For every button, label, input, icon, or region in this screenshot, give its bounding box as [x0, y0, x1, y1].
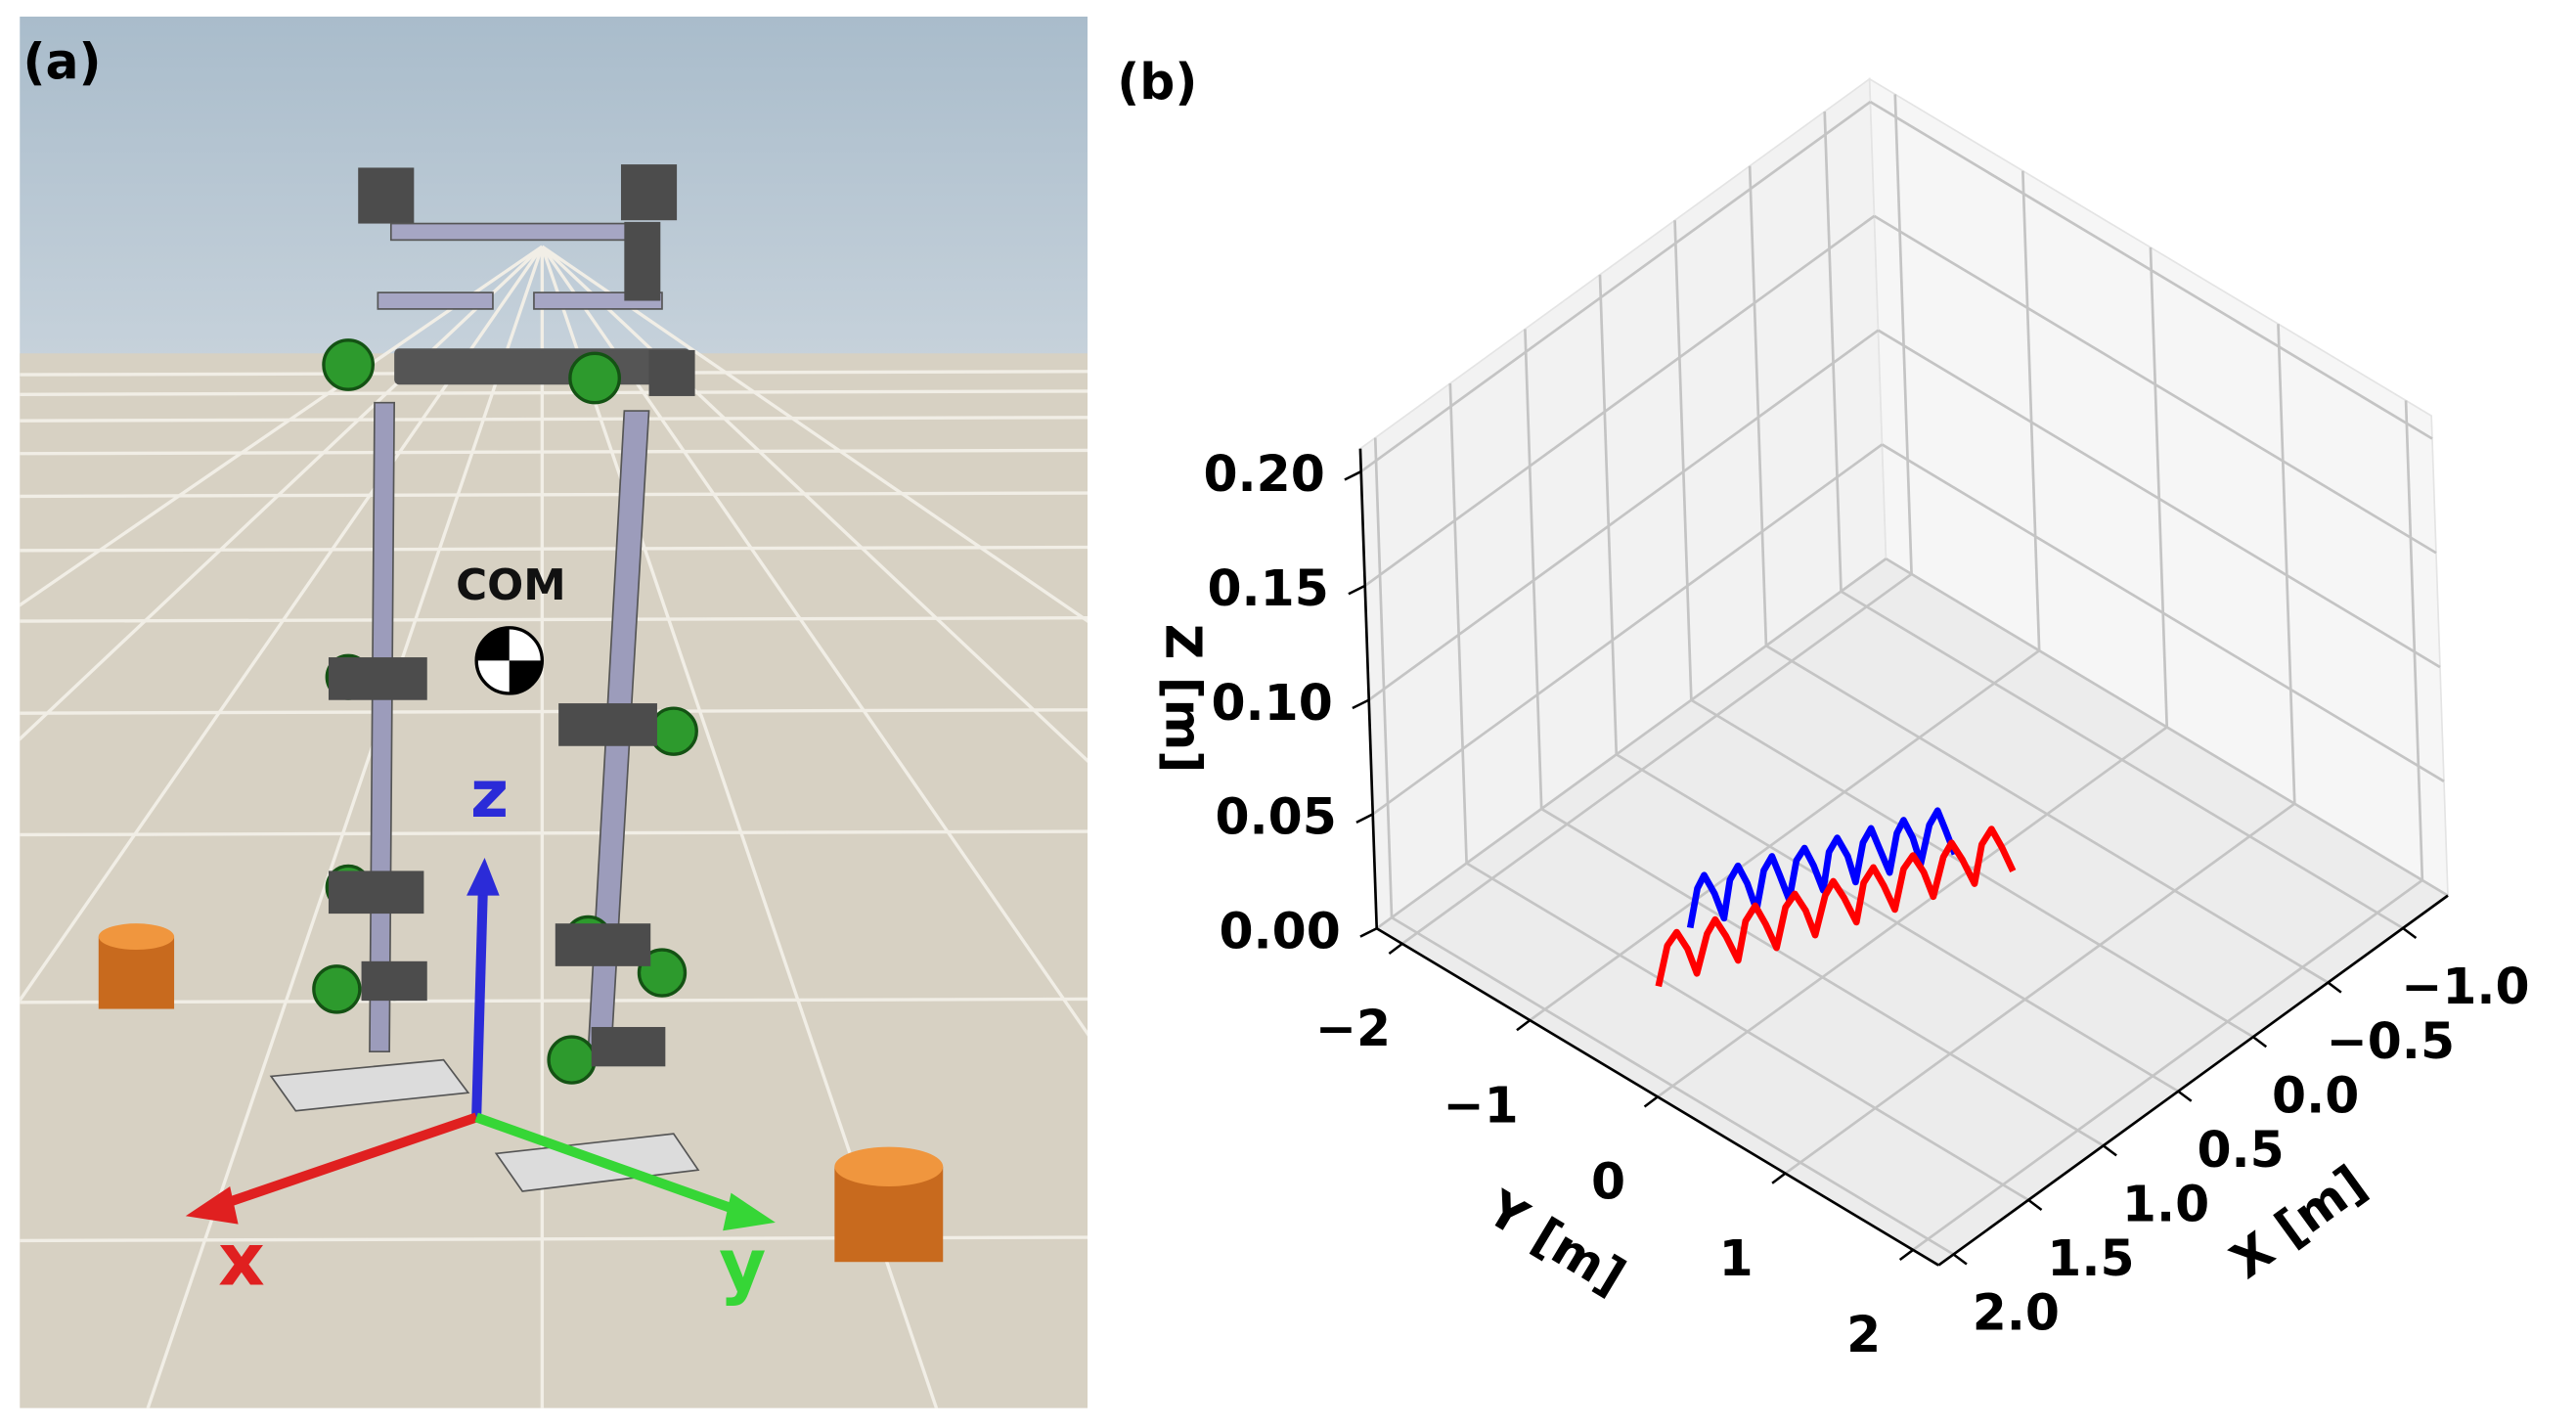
grid-line	[1448, 382, 1468, 864]
x-tick-label: 2.0	[1973, 1284, 2060, 1342]
x-axis	[1937, 894, 2449, 1267]
frame-axes	[185, 857, 776, 1231]
trajectory-line	[1655, 826, 2017, 988]
z-tick-label: 0.05	[1215, 788, 1336, 846]
grid-line	[1869, 100, 2433, 440]
z-axis	[1358, 448, 1379, 929]
z-tick-label: 0.20	[1203, 445, 1324, 503]
panel-label: (b)	[1117, 53, 1197, 111]
x-tick-label: 1.0	[2122, 1176, 2209, 1233]
grid-line	[1401, 572, 1913, 945]
grid-line	[1524, 329, 1543, 809]
obstacles	[98, 923, 944, 1263]
y-axis	[1376, 927, 1939, 1267]
grid-line	[1912, 878, 2423, 1252]
axis-label-x: x	[218, 1219, 265, 1303]
grid-line	[1748, 165, 1768, 647]
x-tick	[2327, 981, 2342, 994]
grid-line	[1823, 112, 1843, 592]
z-tick-label: 0.00	[1219, 902, 1340, 959]
grid-line	[2404, 400, 2424, 881]
y-tick	[1516, 1019, 1532, 1032]
x-tick-label: −1.0	[2401, 958, 2529, 1015]
grid-line	[1885, 558, 2449, 897]
y-tick	[1643, 1095, 1659, 1108]
trajectory-line	[1686, 807, 1958, 929]
grid-line	[1784, 802, 2296, 1175]
grid-line	[1598, 274, 1619, 755]
grid-line	[1893, 94, 1913, 574]
y-tick-label: 1	[1719, 1229, 1754, 1287]
robot	[269, 164, 700, 1192]
z-tick	[1355, 813, 1374, 824]
x-tick-label: 0.0	[2272, 1066, 2359, 1124]
y-tick	[1898, 1248, 1914, 1262]
grid-line	[1877, 329, 2441, 669]
com-label: COM	[456, 560, 566, 610]
grid-line	[2021, 170, 2041, 651]
grid-line	[1371, 443, 1884, 816]
grid-line	[1363, 214, 1876, 587]
grid-line	[2149, 246, 2169, 728]
z-tick-label: 0.15	[1207, 559, 1328, 617]
simulation-render	[20, 16, 1088, 1408]
z-axis-title: Z [m]	[1155, 624, 1213, 774]
com-marker	[474, 626, 545, 695]
grid-line	[1881, 443, 2445, 782]
z-tick-label: 0.10	[1211, 674, 1332, 732]
grid-line	[1657, 726, 2168, 1098]
x-tick	[2177, 1090, 2193, 1102]
y-tick-label: 0	[1591, 1153, 1625, 1211]
y-tick	[1388, 942, 1403, 955]
grid-line	[1373, 437, 1394, 918]
z-tick	[1359, 927, 1378, 938]
grid-line	[1529, 649, 2040, 1022]
grid-line	[2277, 324, 2296, 804]
x-tick	[2402, 926, 2418, 940]
y-tick-label: −2	[1315, 1000, 1391, 1057]
x-tick	[2027, 1198, 2043, 1211]
x-tick	[2252, 1036, 2268, 1049]
x-tick-label: −0.5	[2327, 1012, 2455, 1070]
y-tick	[1771, 1172, 1787, 1184]
x-tick-label: 1.5	[2047, 1229, 2134, 1287]
z-tick	[1352, 698, 1370, 710]
floor-tiles	[20, 245, 1088, 1408]
x-tick-label: 0.5	[2197, 1121, 2284, 1179]
z-tick	[1348, 584, 1366, 596]
grid-line	[1367, 329, 1880, 701]
grid-line	[1873, 214, 2437, 555]
y-tick-label: 2	[1846, 1306, 1881, 1363]
axis-label-y: y	[719, 1224, 766, 1308]
x-tick	[2102, 1144, 2117, 1157]
axis-label-z: z	[470, 756, 509, 832]
z-tick	[1344, 469, 1362, 481]
x-tick	[1952, 1253, 1968, 1266]
grid-line	[1375, 558, 1888, 930]
grid-line	[1673, 220, 1693, 700]
grid-line	[1359, 101, 1872, 473]
panel-label: (a)	[23, 33, 102, 91]
y-tick-label: −1	[1443, 1076, 1518, 1134]
sky	[20, 16, 1088, 379]
